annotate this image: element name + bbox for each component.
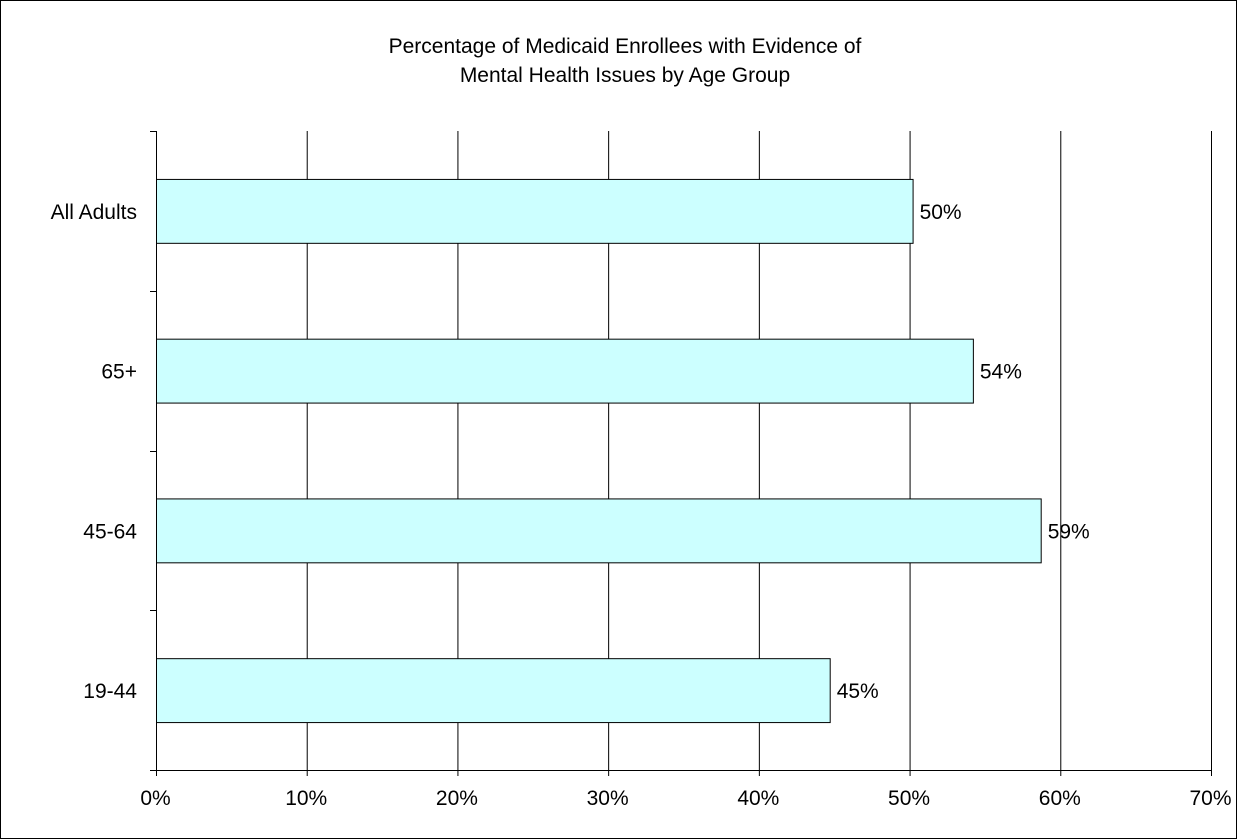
chart-title-line-2: Mental Health Issues by Age Group bbox=[459, 64, 791, 87]
category-label: 65+ bbox=[101, 361, 137, 384]
value-label: 50% bbox=[920, 201, 962, 224]
category-label: 19-44 bbox=[83, 680, 137, 703]
x-tick-label: 10% bbox=[285, 787, 327, 810]
bar bbox=[156, 498, 1042, 564]
category-label: All Adults bbox=[51, 201, 137, 224]
x-tick-label: 50% bbox=[888, 787, 930, 810]
chart-title: Percentage of Medicaid Enrollees with Ev… bbox=[0, 32, 1238, 90]
labels: 0% 10% 20% 30% 40% 50% 60% 70% All Adults 50% 65+ 5… bbox=[51, 201, 1232, 810]
bar bbox=[156, 178, 914, 244]
x-tick-label: 60% bbox=[1039, 787, 1081, 810]
chart-title-line-1: Percentage of Medicaid Enrollees with Ev… bbox=[388, 35, 862, 58]
axes bbox=[150, 131, 1212, 776]
bar bbox=[156, 658, 831, 724]
category-label: 45-64 bbox=[83, 520, 137, 543]
x-tick-label: 0% bbox=[140, 787, 170, 810]
x-tick-label: 30% bbox=[587, 787, 629, 810]
bars bbox=[156, 178, 1042, 724]
x-tick-label: 70% bbox=[1189, 787, 1231, 810]
bar bbox=[156, 338, 974, 404]
value-label: 54% bbox=[980, 361, 1022, 384]
x-tick-label: 20% bbox=[436, 787, 478, 810]
value-label: 59% bbox=[1048, 520, 1090, 543]
x-tick-label: 40% bbox=[737, 787, 779, 810]
value-label: 45% bbox=[837, 680, 879, 703]
